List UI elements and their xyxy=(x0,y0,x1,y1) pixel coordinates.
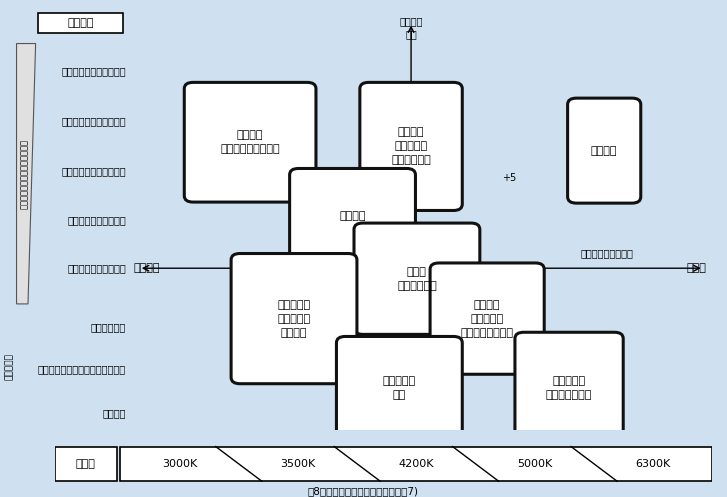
Text: ベース照明: ベース照明 xyxy=(4,353,13,380)
Text: 5000K: 5000K xyxy=(517,459,553,469)
Text: 薄い: 薄い xyxy=(405,410,417,419)
FancyBboxPatch shape xyxy=(430,263,545,374)
FancyBboxPatch shape xyxy=(568,98,640,203)
FancyBboxPatch shape xyxy=(231,253,357,384)
Text: 4200K: 4200K xyxy=(398,459,434,469)
FancyBboxPatch shape xyxy=(55,446,117,481)
FancyBboxPatch shape xyxy=(337,336,462,439)
Text: 図8　店舗での売り場別推奨色温度7): 図8 店舗での売り場別推奨色温度7) xyxy=(308,486,419,496)
Text: 色温度: 色温度 xyxy=(76,459,95,469)
Text: スーパー
マーケット
（生鮮食品）: スーパー マーケット （生鮮食品） xyxy=(391,127,431,166)
Text: 濃い: 濃い xyxy=(405,29,417,39)
Text: コンビニ・
ドラッグストア: コンビニ・ ドラッグストア xyxy=(546,376,593,400)
FancyBboxPatch shape xyxy=(360,83,462,210)
Text: +5: +5 xyxy=(502,263,516,273)
Text: スポットライト（広角）: スポットライト（広角） xyxy=(61,166,126,176)
Text: セレクト
カジュアルショップ: セレクト カジュアルショップ xyxy=(220,130,280,154)
Text: 影の濃さ: 影の濃さ xyxy=(399,16,423,26)
FancyBboxPatch shape xyxy=(38,13,124,33)
Polygon shape xyxy=(17,44,36,304)
Text: クール: クール xyxy=(687,263,707,273)
Text: 生活雑貨: 生活雑貨 xyxy=(340,211,366,221)
Text: 3500K: 3500K xyxy=(281,459,316,469)
Text: ウォーム: ウォーム xyxy=(133,263,160,273)
Text: ダウンライト（広角）: ダウンライト（広角） xyxy=(67,215,126,225)
FancyBboxPatch shape xyxy=(184,83,316,202)
Text: 照明手法: 照明手法 xyxy=(68,18,94,28)
Text: スポーツ: スポーツ xyxy=(591,146,617,156)
Text: +5: +5 xyxy=(502,173,516,183)
Text: スーパー
マーケット
（ゴンドラ什器）: スーパー マーケット （ゴンドラ什器） xyxy=(461,300,514,337)
Text: 3000K: 3000K xyxy=(162,459,197,469)
Text: スポットライト（中角）: スポットライト（中角） xyxy=(61,116,126,126)
Text: ベーシック
カジュアル
ショップ: ベーシック カジュアル ショップ xyxy=(278,300,310,337)
Text: ダウンライト・スポットライト: ダウンライト・スポットライト xyxy=(20,139,28,209)
FancyBboxPatch shape xyxy=(515,332,623,443)
Text: -5: -5 xyxy=(308,263,318,273)
Text: スポットライト（狭角）: スポットライト（狭角） xyxy=(61,66,126,76)
Text: ベースライト（乳白パネル付き）: ベースライト（乳白パネル付き） xyxy=(38,364,126,374)
Text: ダウンライト（拡散）: ダウンライト（拡散） xyxy=(67,263,126,273)
Text: 6300K: 6300K xyxy=(635,459,671,469)
FancyBboxPatch shape xyxy=(354,223,480,334)
Text: -5: -5 xyxy=(406,361,416,371)
FancyBboxPatch shape xyxy=(121,446,712,481)
FancyBboxPatch shape xyxy=(289,168,415,263)
Text: ウォーム・クール感: ウォーム・クール感 xyxy=(581,248,633,258)
Text: 家電量販店
玩具: 家電量販店 玩具 xyxy=(383,376,416,400)
Text: ベースライト: ベースライト xyxy=(91,322,126,332)
Text: 自動車
ショールーム: 自動車 ショールーム xyxy=(397,267,437,291)
Text: 間接照明: 間接照明 xyxy=(103,408,126,418)
